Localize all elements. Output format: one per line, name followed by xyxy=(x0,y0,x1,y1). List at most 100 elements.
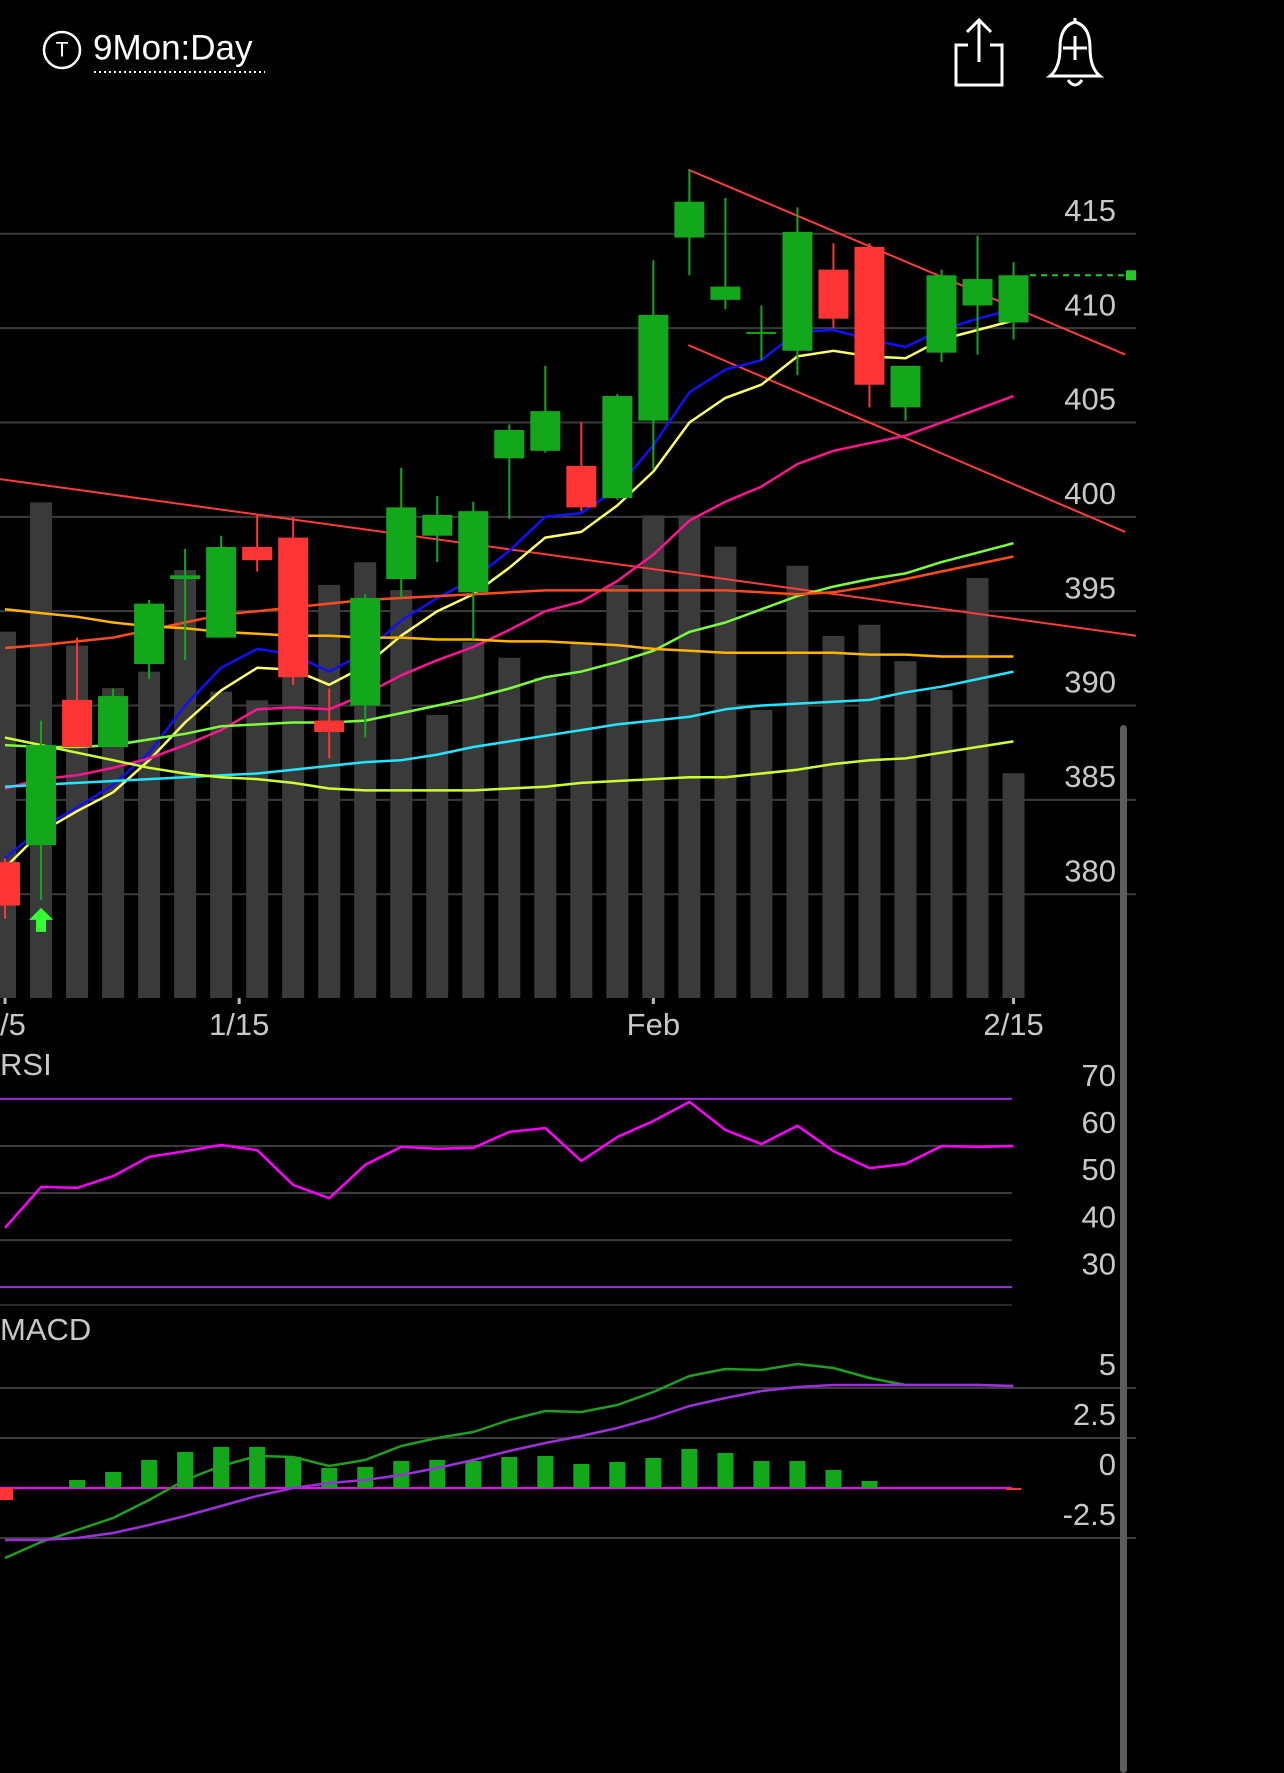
candle-body xyxy=(674,201,705,238)
histogram-bar xyxy=(861,1481,878,1488)
volume-bar xyxy=(390,590,413,998)
trendline xyxy=(687,344,1126,533)
y-tick-label: 395 xyxy=(1064,570,1116,605)
moving-average xyxy=(4,394,1014,790)
candle-body xyxy=(494,430,525,459)
volume-bar xyxy=(570,642,593,998)
candle-body xyxy=(638,314,669,421)
trendline xyxy=(0,478,1137,637)
histogram-bar xyxy=(789,1461,806,1488)
volume-bar xyxy=(1002,773,1025,998)
moving-average xyxy=(4,308,1014,860)
y-tick-label: 5 xyxy=(1099,1347,1116,1382)
volume-bar xyxy=(858,624,881,998)
moving-average xyxy=(4,541,1014,749)
panel-title: RSI xyxy=(0,1047,52,1082)
ticker-icon-label: T xyxy=(56,39,69,62)
y-tick-label: 60 xyxy=(1082,1105,1116,1140)
x-tick-label: 2/15 xyxy=(983,1007,1043,1042)
candle-body xyxy=(350,597,381,706)
scrollbar[interactable] xyxy=(1120,725,1127,1773)
alert-button[interactable] xyxy=(1045,18,1105,87)
histogram-bar xyxy=(465,1461,482,1488)
candle-body xyxy=(98,696,129,748)
histogram-bar xyxy=(717,1453,734,1488)
candle-body xyxy=(134,603,165,665)
candle-body xyxy=(458,511,489,593)
candle-body xyxy=(530,411,561,451)
indicator-line xyxy=(4,1362,1014,1560)
candle-body xyxy=(818,269,849,319)
candle-body xyxy=(62,699,93,748)
bell-clapper xyxy=(1066,79,1084,87)
candle-body xyxy=(278,537,309,678)
volume-bar xyxy=(966,577,989,998)
volume-bar xyxy=(534,677,557,998)
volume-bar xyxy=(822,636,845,998)
x-tick-label: /5 xyxy=(0,1007,26,1042)
candle-body xyxy=(854,246,885,385)
volume-bar xyxy=(678,515,701,998)
y-tick-label: 415 xyxy=(1064,193,1116,228)
histogram-bar xyxy=(537,1456,554,1488)
candle-body xyxy=(170,575,201,580)
candle-body xyxy=(602,396,633,498)
volume-bar xyxy=(174,570,197,998)
y-tick-label: 380 xyxy=(1064,853,1116,888)
volume-bar xyxy=(786,565,809,998)
y-tick-label: 40 xyxy=(1082,1199,1116,1234)
candle-body xyxy=(242,547,273,561)
candle-body xyxy=(962,279,993,306)
candle-body xyxy=(890,365,921,408)
histogram-bar xyxy=(69,1480,86,1488)
buy-signal xyxy=(29,907,54,932)
timeframe-title[interactable]: 9Mon:Day xyxy=(93,28,253,67)
candle-body xyxy=(746,331,777,334)
x-tick-label: Feb xyxy=(627,1007,680,1042)
indicator-line xyxy=(4,1100,1014,1229)
y-tick-label: 405 xyxy=(1064,382,1116,417)
last-price-marker xyxy=(1126,270,1136,281)
candle-body xyxy=(0,862,21,906)
volume-bar xyxy=(894,661,917,998)
volume-bar xyxy=(750,709,773,998)
histogram-bar xyxy=(357,1467,374,1488)
y-tick-label: 30 xyxy=(1082,1246,1116,1281)
y-tick-label: 50 xyxy=(1082,1152,1116,1187)
histogram-bar xyxy=(213,1447,230,1488)
share-arrow xyxy=(965,17,993,62)
y-tick-label: 385 xyxy=(1064,759,1116,794)
histogram-bar xyxy=(645,1458,662,1488)
header: T 9Mon:Day xyxy=(42,17,1105,87)
volume-bar xyxy=(642,515,665,998)
volume-bar xyxy=(138,671,161,998)
ticker-icon[interactable] xyxy=(42,30,82,70)
histogram-bar xyxy=(285,1457,302,1488)
histogram-bar xyxy=(429,1460,446,1488)
candle-body xyxy=(710,286,741,300)
trendline xyxy=(687,168,1126,356)
volume-bar xyxy=(498,657,521,998)
panel-title: MACD xyxy=(0,1312,91,1347)
candle-body xyxy=(26,745,57,846)
histogram-bar xyxy=(753,1461,770,1488)
x-tick-label: 1/15 xyxy=(209,1007,269,1042)
candle-body xyxy=(314,720,345,732)
y-tick-label: 410 xyxy=(1064,287,1116,322)
y-tick-label: 0 xyxy=(1099,1447,1116,1482)
y-tick-label: 70 xyxy=(1082,1058,1116,1093)
candle-body xyxy=(206,547,237,638)
y-tick-label: 400 xyxy=(1064,476,1116,511)
histogram-bar xyxy=(825,1470,842,1488)
candle-body xyxy=(782,231,813,351)
histogram-bar xyxy=(681,1449,698,1488)
share-button[interactable] xyxy=(954,17,1004,87)
histogram-bar xyxy=(1005,1488,1022,1490)
candle-body xyxy=(566,465,597,508)
y-tick-label: 2.5 xyxy=(1073,1397,1116,1432)
y-tick-label: -2.5 xyxy=(1063,1497,1116,1532)
candle-body xyxy=(386,507,417,580)
